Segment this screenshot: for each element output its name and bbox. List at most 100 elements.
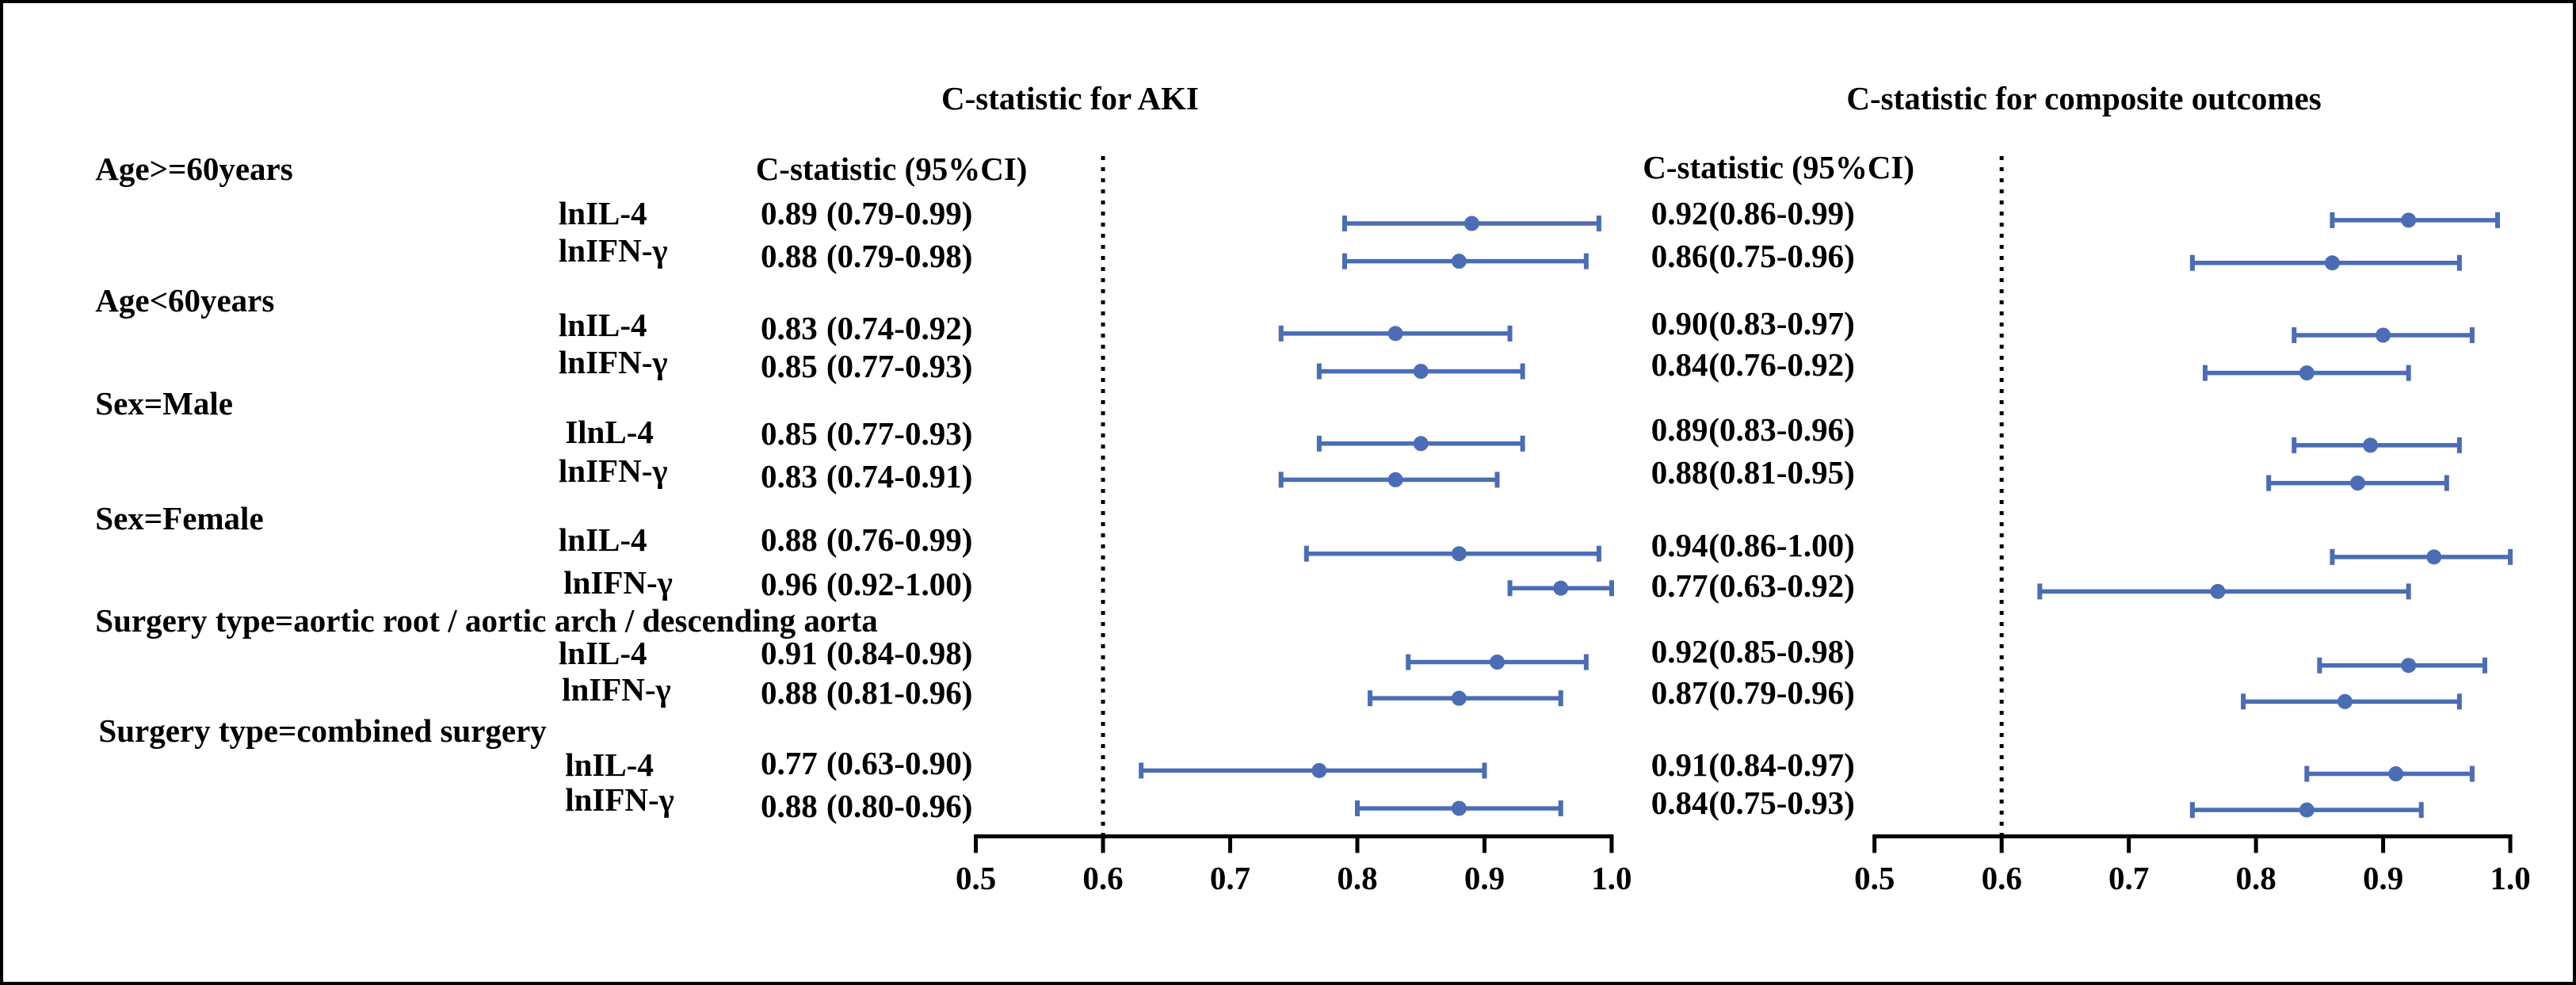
ci-value: (0.83-0.97) xyxy=(1708,304,1855,342)
ci-value: (0.80-0.96) xyxy=(826,788,973,825)
x-tick-label: 0.6 xyxy=(1981,860,2022,897)
x-tick-label: 1.0 xyxy=(1591,860,1632,897)
subgroup-label: Age<60years xyxy=(95,281,275,319)
point-marker xyxy=(1451,800,1467,816)
estimate-value: 0.88 xyxy=(761,237,818,274)
point-marker xyxy=(2299,802,2315,818)
row-label: lnIL-4 xyxy=(565,746,654,784)
point-marker xyxy=(1464,216,1479,231)
row-label: lnIFN-γ xyxy=(562,671,671,708)
chart-title-composite: C-statistic for composite outcomes xyxy=(1846,79,2322,116)
row-label: lnIFN-γ xyxy=(558,452,668,490)
estimate-value: 0.84 xyxy=(1651,346,1708,383)
ci-value: (0.74-0.91) xyxy=(826,457,973,494)
ci-value: (0.81-0.96) xyxy=(826,674,973,712)
estimate-value: 0.88 xyxy=(761,674,818,712)
point-marker xyxy=(1451,546,1467,562)
estimate-value: 0.87 xyxy=(1651,674,1708,712)
estimate-value: 0.83 xyxy=(761,309,818,346)
point-marker xyxy=(1490,655,1506,670)
estimate-value: 0.94 xyxy=(1651,526,1708,563)
x-tick-label: 0.9 xyxy=(2362,860,2404,897)
x-tick-label: 0.7 xyxy=(2108,860,2150,897)
point-marker xyxy=(1451,254,1467,269)
column-header: C-statistic (95%CI) xyxy=(755,150,1028,187)
ci-value: (0.63-0.92) xyxy=(1708,567,1855,605)
ci-value: (0.81-0.95) xyxy=(1708,454,1855,491)
ci-value: (0.76-0.99) xyxy=(826,521,973,559)
subgroup-label: Sex=Female xyxy=(95,500,264,537)
point-marker xyxy=(1311,762,1327,778)
x-tick-label: 0.8 xyxy=(1337,860,1378,897)
row-label: lnIL-4 xyxy=(558,635,647,672)
x-tick-label: 0.7 xyxy=(1209,860,1251,897)
point-marker xyxy=(2363,437,2379,453)
estimate-value: 0.92 xyxy=(1651,194,1708,231)
ci-value: (0.76-0.92) xyxy=(1708,346,1855,383)
ci-value: (0.86-1.00) xyxy=(1708,526,1855,563)
x-tick-label: 0.9 xyxy=(1464,860,1506,897)
point-marker xyxy=(2376,327,2391,343)
estimate-value: 0.92 xyxy=(1651,633,1708,670)
ci-value: (0.77-0.93) xyxy=(826,414,973,452)
estimate-value: 0.85 xyxy=(761,414,818,452)
estimate-value: 0.91 xyxy=(761,635,818,672)
point-marker xyxy=(2401,658,2417,674)
x-tick-label: 0.8 xyxy=(2235,860,2276,897)
point-marker xyxy=(2210,583,2226,599)
subgroup-label: Sex=Male xyxy=(95,385,233,422)
ci-value: (0.79-0.96) xyxy=(1708,674,1855,712)
ci-value: (0.92-1.00) xyxy=(826,566,973,603)
estimate-value: 0.88 xyxy=(761,788,818,825)
estimate-value: 0.84 xyxy=(1651,785,1708,822)
point-marker xyxy=(1451,690,1467,706)
ci-value: (0.86-0.99) xyxy=(1708,194,1855,231)
subgroup-label: Age>=60years xyxy=(95,150,293,187)
estimate-value: 0.89 xyxy=(761,194,818,231)
point-marker xyxy=(1387,326,1403,342)
row-label: lnIFN-γ xyxy=(558,344,668,381)
ci-value: (0.84-0.97) xyxy=(1708,746,1855,784)
x-tick-label: 0.5 xyxy=(955,860,997,897)
point-marker xyxy=(1413,436,1429,452)
point-marker xyxy=(2388,766,2404,782)
estimate-value: 0.96 xyxy=(761,566,818,603)
point-marker xyxy=(2401,212,2417,228)
x-tick-label: 1.0 xyxy=(2490,860,2531,897)
row-label: lnIL-4 xyxy=(558,521,647,559)
point-marker xyxy=(1553,580,1569,596)
point-marker xyxy=(2324,255,2340,271)
ci-value: (0.83-0.96) xyxy=(1708,411,1855,449)
estimate-value: 0.86 xyxy=(1651,237,1708,274)
row-label: lnIFN-γ xyxy=(563,564,673,601)
ci-value: (0.85-0.98) xyxy=(1708,633,1855,670)
row-label: lnIFN-γ xyxy=(558,232,668,269)
row-label: lnIL-4 xyxy=(558,306,647,343)
ci-value: (0.63-0.90) xyxy=(826,745,973,782)
ci-value: (0.84-0.98) xyxy=(826,635,973,672)
ci-value: (0.77-0.93) xyxy=(826,347,973,384)
estimate-value: 0.77 xyxy=(761,745,818,782)
estimate-value: 0.88 xyxy=(1651,454,1708,491)
row-label: IlnL-4 xyxy=(565,413,654,450)
ci-value: (0.79-0.99) xyxy=(826,194,973,231)
point-marker xyxy=(2349,475,2365,491)
estimate-value: 0.88 xyxy=(761,521,818,559)
ci-value: (0.74-0.92) xyxy=(826,309,973,346)
estimate-value: 0.91 xyxy=(1651,746,1708,784)
point-marker xyxy=(2426,549,2442,565)
point-marker xyxy=(2299,365,2315,381)
row-label: lnIFN-γ xyxy=(565,781,674,818)
row-label: lnIL-4 xyxy=(558,194,647,231)
estimate-value: 0.77 xyxy=(1651,567,1708,605)
point-marker xyxy=(1413,364,1429,380)
point-marker xyxy=(2337,693,2353,709)
estimate-value: 0.89 xyxy=(1651,411,1708,449)
point-marker xyxy=(1387,472,1403,487)
x-tick-label: 0.5 xyxy=(1854,860,1895,897)
chart-title-aki: C-statistic for AKI xyxy=(941,79,1199,116)
estimate-value: 0.83 xyxy=(761,457,818,494)
